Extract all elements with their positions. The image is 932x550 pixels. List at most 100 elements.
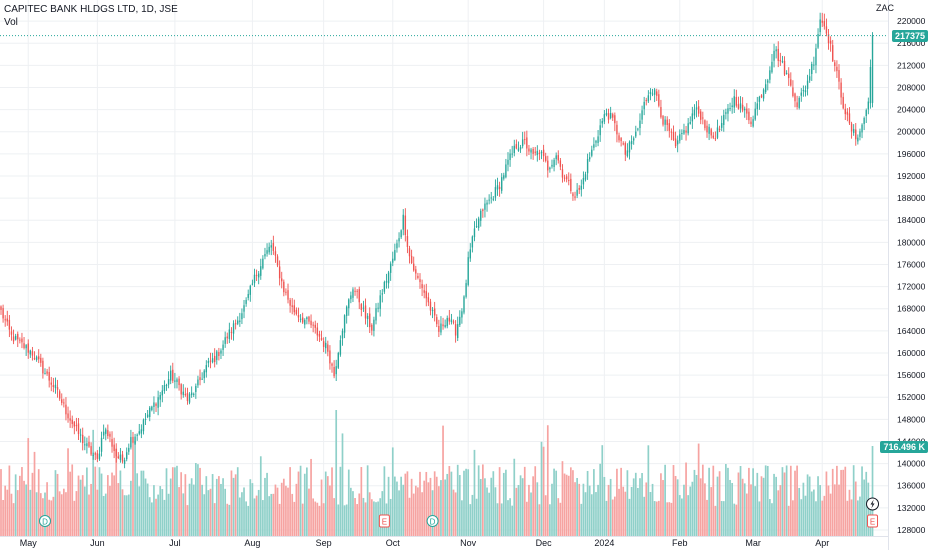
earnings-marker[interactable]: E (867, 514, 879, 528)
volume-bar (748, 467, 750, 536)
candle-body (618, 135, 620, 141)
volume-bar (347, 469, 350, 536)
candle-body (622, 143, 624, 145)
candle-body (138, 431, 140, 434)
volume-bar (203, 494, 206, 536)
volume-bar (192, 484, 195, 536)
candle-body (446, 317, 448, 327)
candle-body (310, 320, 312, 326)
volume-bar (339, 466, 342, 536)
volume-bar (565, 474, 568, 536)
candle-body (44, 373, 46, 375)
volume-bar (362, 497, 365, 536)
volume-bar (787, 505, 790, 536)
candle-body (126, 452, 128, 460)
candle-body (123, 460, 126, 464)
volume-bar (756, 472, 759, 536)
volume-bar (25, 484, 27, 536)
volume-bar (220, 483, 222, 536)
volume-bar (563, 473, 566, 536)
volume-bar (813, 489, 815, 536)
candle-body (739, 103, 742, 109)
candle-body (8, 319, 11, 330)
volume-bar (641, 473, 643, 536)
flash-icon-bolt (870, 499, 875, 509)
candle-body (760, 95, 763, 98)
volume-bar (731, 483, 734, 536)
volume-bar (337, 504, 340, 536)
volume-bar (119, 470, 122, 536)
candle-body (291, 305, 293, 307)
last-volume-tag: 716.496 K (880, 441, 928, 453)
candle-body (308, 316, 310, 322)
flash-icon[interactable] (866, 497, 880, 511)
candle-body (725, 112, 727, 114)
candle-body (871, 35, 874, 103)
last-price-tag: 217375 (891, 29, 928, 42)
volume-bar (429, 477, 432, 536)
volume-bar (725, 464, 727, 536)
candle-body (697, 106, 700, 114)
candle-body (840, 82, 842, 98)
price-axis[interactable]: 1280001320001360001400001440001480001520… (888, 0, 932, 550)
volume-bar (590, 494, 593, 536)
earnings-marker[interactable]: E (378, 514, 390, 528)
candle-body (270, 245, 272, 248)
time-tick-label: Dec (536, 538, 553, 548)
volume-bar (657, 500, 660, 536)
volume-bar (691, 481, 694, 536)
candle-body (788, 73, 790, 79)
volume-bar (299, 465, 302, 536)
volume-bar (840, 469, 842, 536)
currency-label[interactable]: ZAC (876, 3, 894, 13)
candle-body (352, 289, 354, 298)
volume-bar (668, 502, 671, 536)
candle-body (203, 370, 205, 379)
volume-bar (505, 469, 507, 536)
volume-bar (743, 483, 746, 536)
volume-bar (794, 470, 796, 536)
volume-bar (314, 501, 317, 536)
volume-bar (404, 473, 407, 536)
candle-body (582, 178, 585, 185)
candle-body (266, 250, 268, 254)
candle-body (490, 197, 492, 199)
volume-bar (287, 487, 289, 536)
candle-body (593, 144, 595, 148)
volume-bar (117, 483, 120, 536)
candle-body (792, 87, 794, 96)
time-tick-label: Mar (745, 538, 761, 548)
candle-body (624, 143, 627, 155)
time-tick-label: Apr (815, 538, 829, 548)
candle-body (100, 437, 103, 452)
candle-body (165, 384, 168, 386)
time-axis[interactable]: May Jun Jul Aug Sep Oct Nov Dec 2024 Feb Mar Apr (0, 536, 888, 550)
candle-body (176, 379, 178, 382)
candle-body (578, 187, 580, 190)
candle-body (322, 341, 325, 347)
volume-bar (574, 482, 576, 536)
candle-body (848, 113, 851, 124)
volume-bar (21, 467, 23, 536)
candle-body (494, 187, 497, 198)
volume-bar (98, 467, 101, 536)
volume-bar (65, 492, 67, 536)
candle-body (333, 366, 335, 377)
candle-body (285, 291, 287, 293)
candle-body (773, 50, 775, 61)
volume-bar (383, 466, 386, 536)
volume-bars (0, 410, 874, 536)
volume-bar (6, 489, 9, 536)
dividend-marker[interactable]: D (426, 515, 439, 527)
volume-bar (402, 484, 405, 536)
volume-bar (8, 465, 11, 536)
dividend-marker[interactable]: D (38, 515, 51, 527)
candle-body (626, 150, 629, 157)
volume-bar (507, 500, 509, 536)
volume-bar (771, 503, 773, 536)
candle-body (337, 352, 339, 368)
volume-bar (482, 464, 484, 536)
volume-bar (69, 471, 71, 536)
